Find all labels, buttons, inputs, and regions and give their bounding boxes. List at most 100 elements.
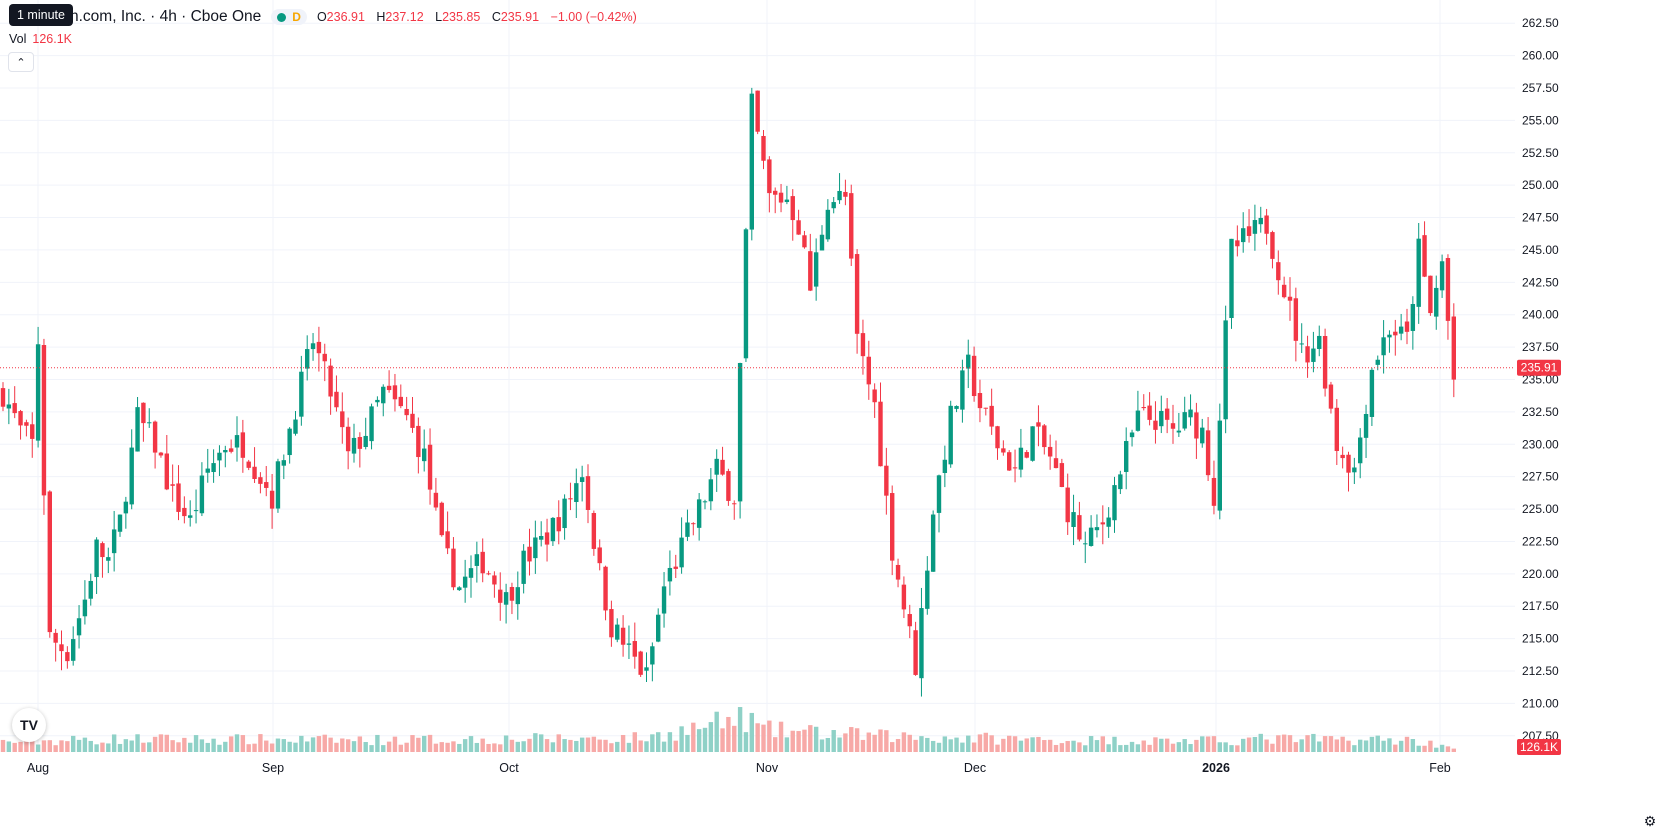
volume-bar bbox=[1434, 747, 1439, 752]
volume-bar bbox=[24, 737, 29, 752]
volume-bar bbox=[673, 740, 678, 752]
candle-body bbox=[188, 515, 193, 518]
interval-tooltip: 1 minute bbox=[9, 4, 73, 26]
candle-body bbox=[1007, 452, 1012, 471]
volume-bar bbox=[966, 735, 971, 752]
candle-body bbox=[1258, 217, 1263, 225]
volume-bar bbox=[1352, 745, 1357, 752]
volume-bar bbox=[176, 742, 181, 752]
symbol-title[interactable]: n.com, Inc. · 4h · Cboe One bbox=[70, 8, 262, 25]
candle-body bbox=[24, 422, 29, 426]
price-tick-label: 257.50 bbox=[1522, 81, 1559, 95]
candle-body bbox=[246, 461, 251, 468]
candle-body bbox=[1059, 463, 1065, 488]
volume-bar bbox=[141, 742, 146, 752]
volume-bar bbox=[1439, 744, 1445, 752]
volume-bar bbox=[299, 735, 304, 752]
volume-bar bbox=[1129, 741, 1135, 752]
price-tick-label: 225.00 bbox=[1522, 502, 1559, 516]
candle-body bbox=[802, 235, 807, 248]
candle-body bbox=[1270, 232, 1275, 259]
volume-bar bbox=[416, 737, 421, 752]
volume-bar bbox=[100, 742, 105, 752]
candle-body bbox=[492, 575, 497, 585]
volume-bar bbox=[1451, 748, 1456, 752]
volume-bar bbox=[1135, 744, 1141, 752]
price-axis[interactable]: 262.50 260.00 257.50 255.00 252.50 250.00 247.… bbox=[1517, 16, 1561, 755]
volume-bar bbox=[182, 737, 187, 752]
candle-body bbox=[381, 386, 386, 404]
candle-body bbox=[503, 592, 509, 605]
candle-body bbox=[422, 448, 427, 462]
volume-bar bbox=[375, 734, 380, 752]
volume-bar bbox=[773, 737, 778, 752]
volume-bar bbox=[1340, 736, 1345, 752]
candle-body bbox=[1100, 522, 1105, 525]
open-value: 236.91 bbox=[326, 10, 365, 24]
price-tick-label: 230.00 bbox=[1522, 437, 1559, 451]
candle-body bbox=[1241, 228, 1246, 243]
candle-body bbox=[369, 406, 374, 442]
time-tick-label: 2026 bbox=[1202, 761, 1230, 775]
gear-icon[interactable]: ⚙ bbox=[1643, 813, 1657, 829]
candle-body bbox=[714, 458, 719, 475]
time-axis[interactable]: Aug Sep Oct Nov Dec 2026 Feb bbox=[27, 761, 1451, 775]
candle-body bbox=[158, 452, 164, 456]
volume-bar bbox=[743, 732, 749, 752]
candle-body bbox=[597, 547, 602, 564]
volume-bar bbox=[363, 742, 368, 752]
volume-bar bbox=[252, 743, 257, 752]
volume-bar bbox=[457, 743, 462, 752]
price-tick-label: 235.00 bbox=[1522, 373, 1559, 387]
volume-bar bbox=[1217, 742, 1222, 752]
candle-body bbox=[626, 643, 632, 645]
candle-body bbox=[773, 190, 778, 195]
high-label: H bbox=[376, 10, 386, 24]
tradingview-logo[interactable]: TV bbox=[12, 708, 46, 742]
candle-body bbox=[193, 510, 199, 512]
candle-body bbox=[498, 589, 503, 603]
volume-bar bbox=[152, 736, 158, 752]
last-volume-tag bbox=[1517, 739, 1561, 755]
volume-bar bbox=[111, 734, 117, 752]
volume-bar bbox=[498, 744, 503, 752]
candle-body bbox=[416, 425, 421, 458]
candle-body bbox=[784, 199, 790, 203]
volume-bar bbox=[451, 741, 456, 752]
candle-body bbox=[240, 432, 246, 458]
volume-bar bbox=[41, 740, 47, 752]
volume-bar bbox=[837, 737, 842, 752]
candle-body bbox=[82, 599, 88, 617]
volume-bar bbox=[1381, 740, 1386, 752]
candle-body bbox=[71, 639, 76, 661]
candle-body bbox=[1118, 474, 1123, 490]
candle-body bbox=[650, 646, 655, 665]
candle-body bbox=[287, 428, 292, 456]
candle-body bbox=[1018, 447, 1024, 470]
volume-bar bbox=[170, 740, 175, 752]
candle-body bbox=[1223, 320, 1228, 420]
candle-body bbox=[591, 513, 597, 549]
volume-bar bbox=[211, 738, 216, 752]
volume-bar bbox=[1328, 736, 1334, 752]
volume-bar bbox=[480, 738, 485, 752]
volume-bar bbox=[147, 742, 152, 752]
candle-body bbox=[930, 514, 936, 572]
candle-body bbox=[568, 498, 573, 500]
volume-bar bbox=[1428, 740, 1433, 752]
collapse-legend-button[interactable]: ⌃ bbox=[8, 52, 34, 72]
volume-bar bbox=[656, 732, 661, 752]
volume-bar bbox=[831, 730, 836, 752]
volume-bar bbox=[1276, 735, 1281, 752]
volume-bar bbox=[1047, 739, 1053, 752]
candle-body bbox=[53, 632, 58, 643]
market-status[interactable]: D bbox=[271, 9, 307, 25]
candle-body bbox=[1299, 343, 1304, 345]
volume-bar bbox=[1287, 735, 1293, 752]
volume-bar bbox=[82, 737, 88, 752]
candle-body bbox=[1083, 543, 1088, 545]
candle-body bbox=[509, 587, 515, 601]
candle-body bbox=[451, 548, 456, 588]
candle-body bbox=[1416, 238, 1421, 307]
